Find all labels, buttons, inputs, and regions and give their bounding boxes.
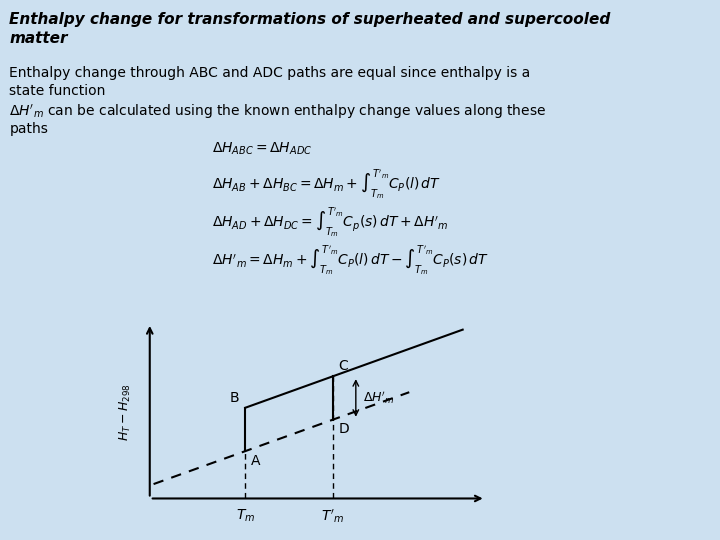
Text: $\Delta H'_m$ can be calculated using the known enthalpy change values along the: $\Delta H'_m$ can be calculated using th… [9, 103, 546, 121]
Text: B: B [230, 391, 240, 405]
Text: C: C [338, 359, 348, 373]
Text: $\Delta H'_m = \Delta H_m + \int_{T_m}^{T'_m} C_P(l)\,dT - \int_{T_m}^{T'_m} C_P: $\Delta H'_m = \Delta H_m + \int_{T_m}^{… [212, 243, 490, 277]
Text: $\Delta H_{AB} + \Delta H_{BC} = \Delta H_m + \int_{T_m}^{T'_m} C_P(l)\,dT$: $\Delta H_{AB} + \Delta H_{BC} = \Delta … [212, 167, 441, 201]
Text: $T'_m$: $T'_m$ [321, 508, 345, 525]
Text: state function: state function [9, 84, 106, 98]
Text: matter: matter [9, 31, 68, 46]
Text: D: D [338, 422, 349, 436]
Text: $\Delta H_{AD} + \Delta H_{DC} = \int_{T_m}^{T'_m} C_p(s)\,dT + \Delta H'_m$: $\Delta H_{AD} + \Delta H_{DC} = \int_{T… [212, 205, 449, 239]
Text: $H_T - H_{298}$: $H_T - H_{298}$ [117, 383, 132, 441]
Text: A: A [251, 454, 261, 468]
Text: Enthalpy change for transformations of superheated and supercooled: Enthalpy change for transformations of s… [9, 12, 611, 27]
Text: paths: paths [9, 122, 48, 136]
Text: $T_m$: $T_m$ [235, 508, 255, 524]
Text: $\Delta H'_m$: $\Delta H'_m$ [364, 390, 395, 406]
Text: Enthalpy change through ABC and ADC paths are equal since enthalpy is a: Enthalpy change through ABC and ADC path… [9, 66, 531, 80]
Text: $\Delta H_{ABC} = \Delta H_{ADC}$: $\Delta H_{ABC} = \Delta H_{ADC}$ [212, 140, 312, 157]
